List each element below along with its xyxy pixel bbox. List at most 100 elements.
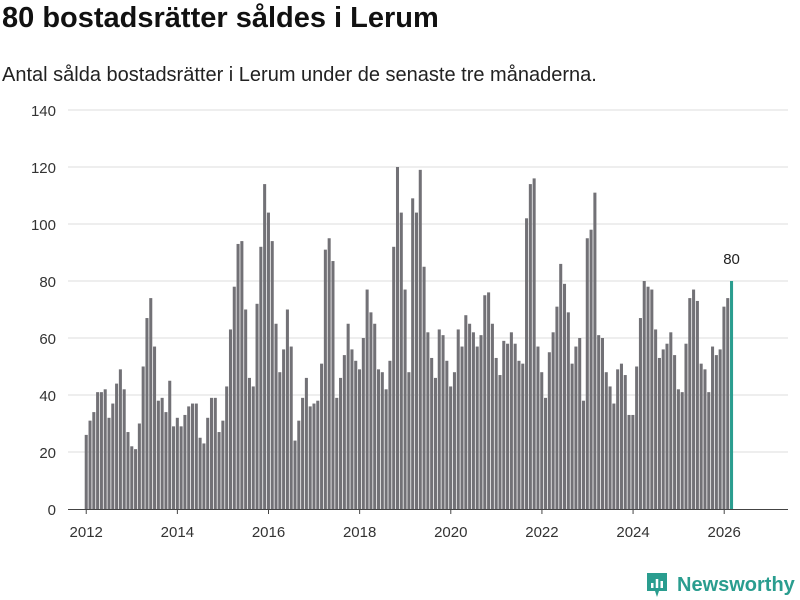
bar [490,323,494,509]
bar [301,397,305,509]
bar [521,363,525,509]
bar [134,449,138,509]
bar [498,375,502,509]
bar [209,397,214,509]
bar [509,332,513,509]
bar [437,329,441,509]
bar [627,414,631,509]
bar [585,238,589,509]
bar [661,349,665,509]
bar [635,366,639,509]
y-tick-label: 80 [39,274,56,291]
x-tick-label: 2020 [434,524,467,541]
bar [354,360,358,509]
bar [468,323,472,509]
bar [703,369,707,509]
bar [479,335,483,509]
chart-title: 80 bostadsrätter såldes i Lerum [2,2,439,34]
bar [278,372,282,509]
bar [259,246,263,510]
bar [217,432,221,509]
bar [657,357,661,509]
bar [122,389,126,509]
bar [395,167,400,509]
bar [608,386,612,509]
bar [631,414,635,509]
bar [654,329,658,509]
bar [616,369,620,509]
bar [638,318,642,509]
bar [471,332,475,509]
bar [320,363,324,509]
bar [540,372,544,509]
bar [145,318,149,509]
y-axis-ticks: 0 20 40 60 80 100 120 140 [31,103,56,519]
bar [570,363,574,509]
x-tick-label: 2012 [70,524,103,541]
bar [699,363,703,509]
y-tick-label: 0 [48,502,56,519]
bar [358,369,362,509]
bar [407,372,411,509]
bar [339,377,343,509]
x-tick-label: 2018 [343,524,376,541]
brand-name: Newsworthy [677,573,795,596]
bar [350,349,354,509]
bar [327,238,331,509]
bar [251,386,255,509]
bar [532,178,536,509]
x-tick-label: 2024 [616,524,649,541]
bar [650,289,654,509]
bar [403,289,407,509]
bar [304,377,308,509]
bar [293,440,297,509]
bar [544,397,548,509]
bar [707,392,711,509]
bar [103,389,107,509]
bar [718,349,722,509]
bar [551,332,555,509]
bar [99,392,103,509]
bar [331,261,335,509]
bar [232,286,236,509]
bar [346,323,350,509]
bar [597,335,601,509]
bar [517,360,521,509]
bar [399,212,403,509]
bar [441,335,445,509]
bar [130,446,134,509]
y-tick-label: 100 [31,217,56,234]
bar [297,420,301,509]
newsworthy-logo-icon [647,573,667,597]
bar [555,306,559,509]
bar [156,400,160,509]
bar [392,246,396,510]
bar [274,323,278,509]
bar [695,300,699,509]
chart-subtitle: Antal sålda bostadsrätter i Lerum under … [2,64,597,86]
bar [164,412,168,509]
y-tick-label: 120 [31,160,56,177]
bar [225,386,229,509]
bar [456,329,460,509]
bar [194,403,198,509]
bar [377,369,381,509]
data-labels: 80 [723,251,740,268]
bar [141,366,145,509]
bar [581,400,586,509]
bar [380,372,384,509]
bar [84,434,88,509]
bar [623,375,627,509]
bar [289,346,293,509]
bar [574,346,578,509]
bar [684,343,688,509]
last-value-label: 80 [723,251,740,268]
bar [433,377,437,509]
bar [494,357,498,509]
bar [445,360,449,509]
bar [282,349,286,509]
y-tick-label: 20 [39,445,56,462]
bar [263,184,267,509]
bar [680,392,684,509]
bar [153,346,157,509]
